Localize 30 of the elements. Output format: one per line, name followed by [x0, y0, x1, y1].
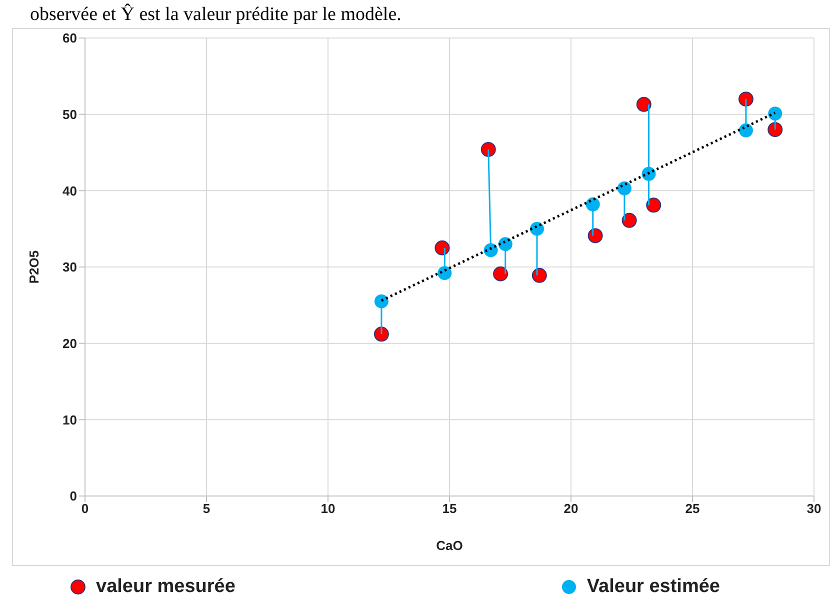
x-tick-label: 5 [202, 501, 210, 516]
x-tick-label: 25 [685, 501, 700, 516]
legend-label: Valeur estimée [586, 576, 720, 598]
y-tick-label: 60 [62, 30, 77, 46]
x-tick-label: 20 [564, 501, 578, 516]
point [588, 228, 603, 244]
y-tick-label: 40 [62, 183, 77, 198]
point [374, 326, 389, 342]
x-axis-title: CaO [436, 538, 463, 553]
point [622, 212, 637, 228]
y-tick-label: 20 [62, 336, 77, 351]
point [480, 142, 496, 157]
y-tick-label: 0 [70, 488, 77, 504]
y-axis-title: P2O5 [26, 250, 42, 284]
point [738, 92, 754, 107]
x-tick-label: 15 [442, 501, 457, 516]
point [636, 96, 652, 112]
x-tick-label: 30 [806, 501, 822, 516]
point [532, 268, 547, 283]
point [768, 122, 783, 138]
point [434, 240, 450, 256]
point [646, 198, 662, 213]
y-tick-label: 50 [62, 106, 77, 122]
x-tick-label: 10 [320, 501, 336, 516]
point [493, 266, 508, 282]
y-tick-label: 30 [62, 260, 77, 275]
y-tick-label: 10 [62, 412, 77, 428]
legend-label: valeur mesurée [96, 576, 236, 598]
x-tick-label: 0 [81, 501, 89, 516]
text: observée et Ŷ est la valeur prédite par le modèle. [30, 3, 402, 27]
